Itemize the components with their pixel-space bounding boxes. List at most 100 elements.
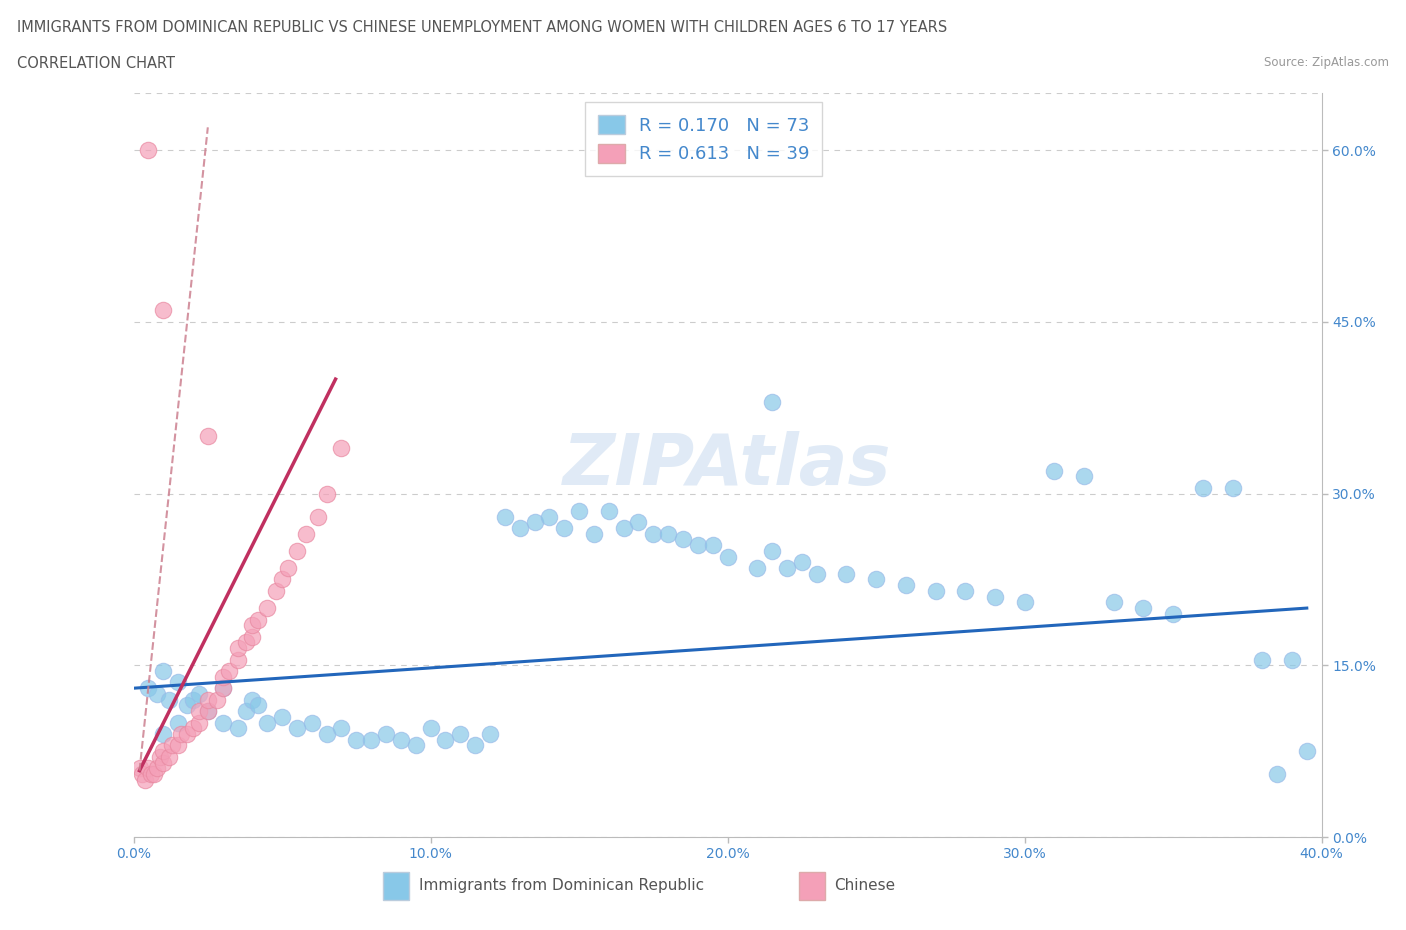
Point <box>315 486 337 501</box>
Point <box>1295 744 1317 759</box>
Point <box>405 738 427 753</box>
Point <box>924 583 946 598</box>
Text: IMMIGRANTS FROM DOMINICAN REPUBLIC VS CHINESE UNEMPLOYMENT AMONG WOMEN WITH CHIL: IMMIGRANTS FROM DOMINICAN REPUBLIC VS CH… <box>17 20 948 35</box>
Point <box>176 726 198 741</box>
Text: ZIPAtlas: ZIPAtlas <box>564 431 891 499</box>
Point <box>143 766 166 781</box>
Point <box>152 303 174 318</box>
Point <box>197 704 219 719</box>
Point <box>146 686 169 701</box>
Point <box>170 726 193 741</box>
Point <box>1043 463 1066 478</box>
Point <box>301 715 323 730</box>
Point <box>315 726 337 741</box>
Point <box>865 572 887 587</box>
Point <box>434 732 457 747</box>
Point <box>330 721 353 736</box>
Point <box>582 526 605 541</box>
Point <box>1014 595 1036 610</box>
Point <box>761 543 783 558</box>
Point <box>672 532 695 547</box>
Point <box>264 583 287 598</box>
Point <box>157 750 180 764</box>
Text: Chinese: Chinese <box>835 878 896 893</box>
Point <box>1132 601 1154 616</box>
Point <box>1161 606 1184 621</box>
Point <box>568 503 591 518</box>
Point <box>806 566 828 581</box>
Point <box>218 664 240 679</box>
Point <box>211 681 233 696</box>
Point <box>1073 469 1095 484</box>
Text: Immigrants from Dominican Republic: Immigrants from Dominican Republic <box>419 878 704 893</box>
Legend: R = 0.170   N = 73, R = 0.613   N = 39: R = 0.170 N = 73, R = 0.613 N = 39 <box>585 102 823 176</box>
Point <box>686 538 709 552</box>
Point <box>247 612 270 627</box>
Point <box>1251 652 1274 667</box>
Point <box>146 761 169 776</box>
Point <box>187 686 209 701</box>
Point <box>1102 595 1125 610</box>
Point <box>197 692 219 707</box>
Point <box>553 521 575 536</box>
Point <box>523 515 546 530</box>
Point <box>247 698 270 712</box>
Point <box>1222 481 1244 496</box>
Point <box>134 772 156 787</box>
Point <box>152 744 174 759</box>
FancyBboxPatch shape <box>382 872 409 900</box>
Point <box>894 578 917 592</box>
Point <box>790 555 813 570</box>
Point <box>167 738 190 753</box>
Point <box>835 566 858 581</box>
Point <box>598 503 620 518</box>
Point <box>138 761 160 776</box>
Point <box>776 561 799 576</box>
Point <box>226 641 249 656</box>
Point <box>157 692 180 707</box>
Point <box>226 721 249 736</box>
Point <box>187 715 209 730</box>
Point <box>1265 766 1288 781</box>
Point <box>478 726 501 741</box>
Point <box>242 618 264 632</box>
Point <box>181 692 204 707</box>
Point <box>176 698 198 712</box>
Point <box>747 561 769 576</box>
Point <box>128 761 150 776</box>
Point <box>389 732 412 747</box>
Point <box>256 715 278 730</box>
Point <box>360 732 382 747</box>
Point <box>141 766 163 781</box>
Point <box>211 681 233 696</box>
Point <box>211 715 233 730</box>
Point <box>538 509 561 524</box>
Point <box>167 675 190 690</box>
Point <box>242 692 264 707</box>
Point <box>152 755 174 770</box>
Point <box>449 726 471 741</box>
Point <box>152 726 174 741</box>
Text: Source: ZipAtlas.com: Source: ZipAtlas.com <box>1264 56 1389 69</box>
Point <box>197 429 219 444</box>
Point <box>131 766 153 781</box>
Point <box>226 652 249 667</box>
Point <box>181 721 204 736</box>
Point <box>138 681 160 696</box>
Point <box>1191 481 1213 496</box>
Point <box>955 583 977 598</box>
Point <box>242 630 264 644</box>
Point <box>509 521 531 536</box>
Point <box>256 601 278 616</box>
Point <box>235 635 257 650</box>
Point <box>149 750 172 764</box>
Point <box>205 692 228 707</box>
Point <box>1281 652 1303 667</box>
Point <box>160 738 183 753</box>
FancyBboxPatch shape <box>799 872 825 900</box>
Point <box>285 543 308 558</box>
Point <box>271 572 294 587</box>
Point <box>138 143 160 158</box>
Point <box>307 509 329 524</box>
Point <box>613 521 636 536</box>
